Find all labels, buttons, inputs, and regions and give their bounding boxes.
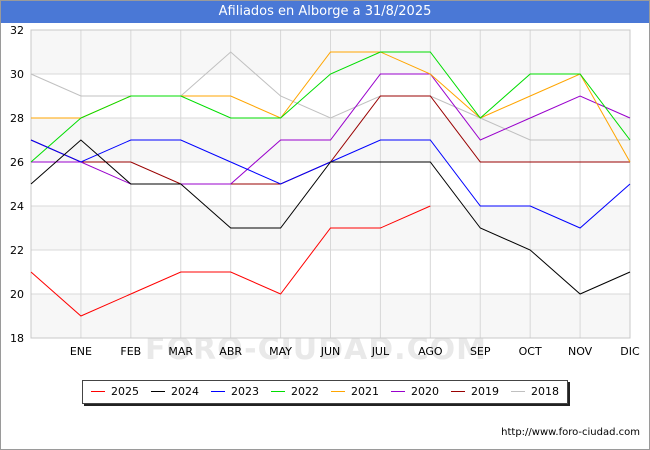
legend-label: 2020 xyxy=(411,385,439,398)
x-tick-label: MAR xyxy=(168,345,193,358)
legend: 2025 2024 2023 2022 2021 2020 2019 2018 xyxy=(82,380,568,404)
legend-swatch xyxy=(91,391,105,392)
series-line-2024 xyxy=(30,139,631,295)
x-tick-label: FEB xyxy=(120,345,141,358)
legend-label: 2018 xyxy=(531,385,559,398)
x-tick-label: SEP xyxy=(470,345,491,358)
legend-swatch xyxy=(271,391,285,392)
legend-swatch xyxy=(511,391,525,392)
x-tick-label: NOV xyxy=(568,345,593,358)
y-tick-label: 28 xyxy=(10,112,24,125)
x-tick-label: ABR xyxy=(219,345,242,358)
y-tick-label: 22 xyxy=(10,244,24,257)
legend-label: 2019 xyxy=(471,385,499,398)
legend-swatch xyxy=(391,391,405,392)
x-tick-label: ENE xyxy=(70,345,92,358)
x-tick-label: JUN xyxy=(320,345,341,358)
series-line-2025 xyxy=(30,205,431,317)
y-tick-label: 18 xyxy=(10,332,24,345)
y-tick-label: 24 xyxy=(10,200,24,213)
x-tick-label: MAY xyxy=(269,345,292,358)
legend-swatch xyxy=(331,391,345,392)
y-tick-label: 30 xyxy=(10,68,24,81)
series-line-2022 xyxy=(30,51,631,163)
legend-label: 2025 xyxy=(111,385,139,398)
y-tick-label: 20 xyxy=(10,288,24,301)
legend-swatch xyxy=(451,391,465,392)
legend-swatch xyxy=(211,391,225,392)
legend-swatch xyxy=(151,391,165,392)
legend-label: 2022 xyxy=(291,385,319,398)
x-tick-label: AGO xyxy=(418,345,443,358)
legend-label: 2024 xyxy=(171,385,199,398)
source-url[interactable]: http://www.foro-ciudad.com xyxy=(501,427,640,438)
x-tick-label: DIC xyxy=(620,345,640,358)
legend-label: 2023 xyxy=(231,385,259,398)
legend-label: 2021 xyxy=(351,385,379,398)
chart-title: Afiliados en Alborge a 31/8/2025 xyxy=(1,1,649,23)
y-tick-label: 32 xyxy=(10,24,24,37)
x-tick-label: JUL xyxy=(371,345,390,358)
x-tick-label: OCT xyxy=(519,345,542,358)
y-tick-label: 26 xyxy=(10,156,24,169)
